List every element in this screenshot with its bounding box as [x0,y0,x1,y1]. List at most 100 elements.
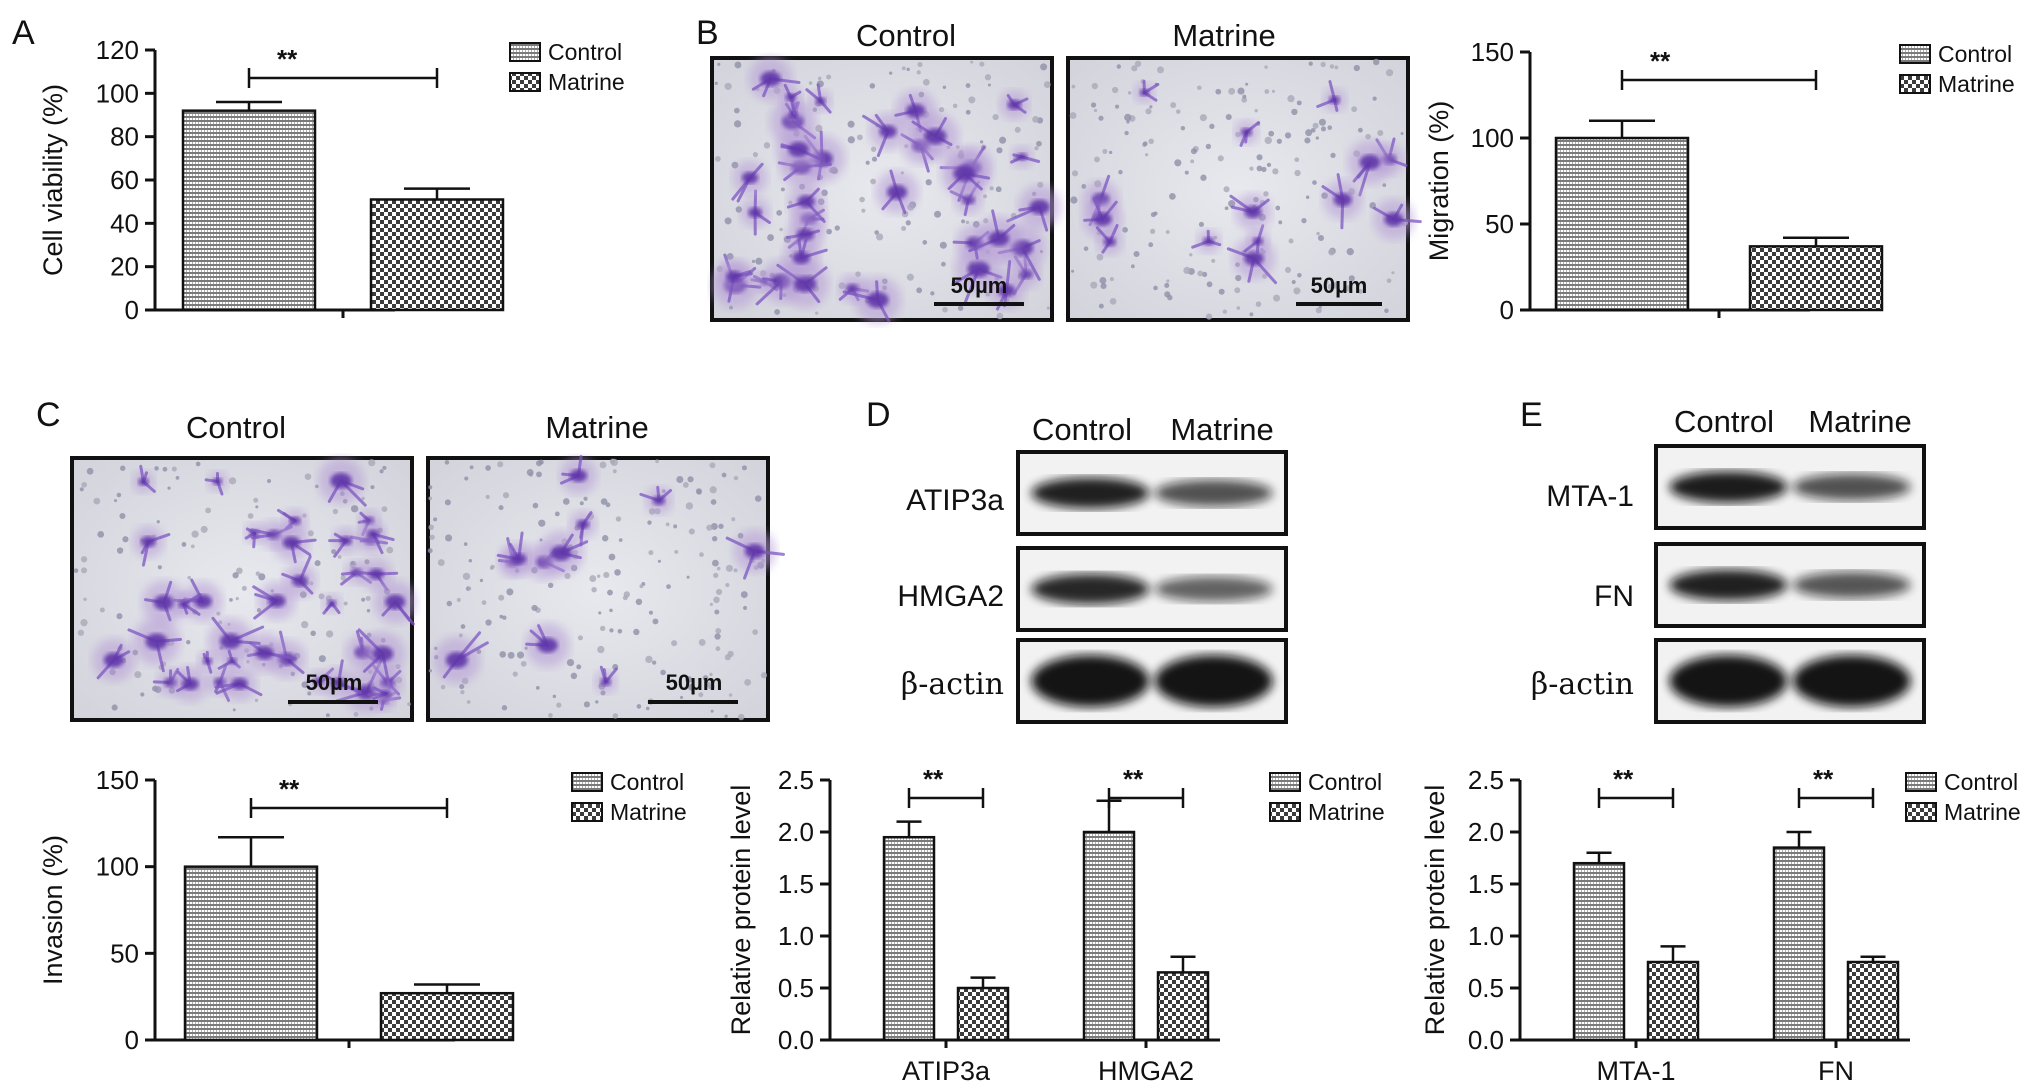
membrane-pore [1318,118,1326,126]
membrane-pore [1190,148,1197,155]
membrane-pore [1346,248,1354,256]
membrane-pore [1166,279,1170,283]
membrane-pore [459,684,465,690]
membrane-pore [968,96,976,104]
membrane-pore [1070,196,1078,204]
membrane-pore [1305,195,1310,199]
y-tick-label: 100 [1471,123,1514,153]
legend-label: Matrine [1938,71,2015,97]
membrane-pore [307,691,312,696]
membrane-pore [1209,123,1215,129]
y-tick-label: 2.0 [778,817,814,847]
stained-cell [1010,145,1041,168]
membrane-pore [647,520,652,525]
stained-cell [357,628,406,690]
membrane-pore [826,228,832,235]
stained-cell [1316,80,1347,112]
membrane-pore [556,702,562,708]
membrane-pore [721,472,727,478]
membrane-pore [315,484,319,489]
legend-label: Control [548,39,622,65]
membrane-pore [1284,132,1292,139]
membrane-pore [763,142,771,149]
membrane-pore [140,692,145,697]
membrane-pore [979,61,985,67]
membrane-pore [531,604,538,612]
stained-cell [172,666,209,702]
membrane-pore [444,499,451,506]
membrane-pore [267,478,272,484]
membrane-pore [1122,226,1128,233]
membrane-pore [1223,186,1230,193]
membrane-pore [992,113,999,121]
membrane-pore [1133,250,1140,258]
blot-band [1031,477,1150,509]
membrane-pore [1264,89,1270,94]
panel-label-c: C [36,396,61,434]
membrane-pore [460,689,465,695]
membrane-pore [318,655,326,663]
membrane-pore [539,538,543,542]
membrane-pore [984,74,992,81]
membrane-pore [651,660,657,665]
membrane-pore [1323,280,1329,285]
membrane-pore [1108,150,1113,155]
membrane-pore [1284,266,1292,274]
legend-swatch [1269,802,1301,822]
membrane-pore [1145,153,1149,157]
membrane-pore [752,151,759,158]
stained-cell [367,682,398,705]
membrane-pore [1297,273,1302,278]
membrane-pore [1081,184,1087,189]
membrane-pore [660,669,666,676]
membrane-pore [1036,140,1042,147]
membrane-pore [859,196,865,203]
membrane-pore [901,226,907,231]
stained-cell [559,455,597,495]
membrane-pore [134,671,142,679]
bar-control [183,865,319,1042]
membrane-pore [996,147,1003,154]
membrane-pore [1384,308,1389,314]
membrane-pore [817,76,822,81]
stained-cell [779,83,802,115]
membrane-pore [1315,307,1322,314]
y-tick-label: 150 [1471,37,1514,67]
stained-cell [433,631,489,684]
membrane-pore [1134,60,1142,67]
membrane-pore [633,628,640,636]
membrane-pore [1327,125,1333,130]
membrane-pore [337,555,342,559]
stained-cell [740,189,771,236]
membrane-pore [332,508,339,515]
membrane-pore [167,486,171,490]
membrane-pore [446,600,453,607]
stained-cell [373,580,417,626]
membrane-pore [93,497,101,505]
blot-row-label: β-actin [1531,667,1634,702]
bar-control [1082,830,1136,1042]
membrane-pore [326,630,334,638]
membrane-pore [468,558,473,563]
membrane-pore [554,511,560,517]
lane-label-matrine-d: Matrine [1170,412,1273,447]
membrane-pore [609,608,613,613]
panel-label-a: A [12,14,35,52]
legend-label: Control [1308,769,1382,795]
membrane-pore [1268,130,1275,137]
membrane-pore [834,225,840,231]
membrane-pore [1228,87,1236,95]
membrane-pore [623,591,630,598]
membrane-pore [710,499,717,505]
membrane-pore [1385,69,1394,77]
membrane-pore [562,498,570,505]
membrane-pore [116,492,122,498]
membrane-pore [652,618,659,625]
significance-label: ** [1613,764,1634,794]
membrane-pore [589,575,597,583]
membrane-pore [680,695,684,700]
membrane-pore [1170,102,1177,109]
stained-cell [328,527,360,558]
membrane-pore [874,230,880,235]
membrane-pore [1201,271,1208,278]
